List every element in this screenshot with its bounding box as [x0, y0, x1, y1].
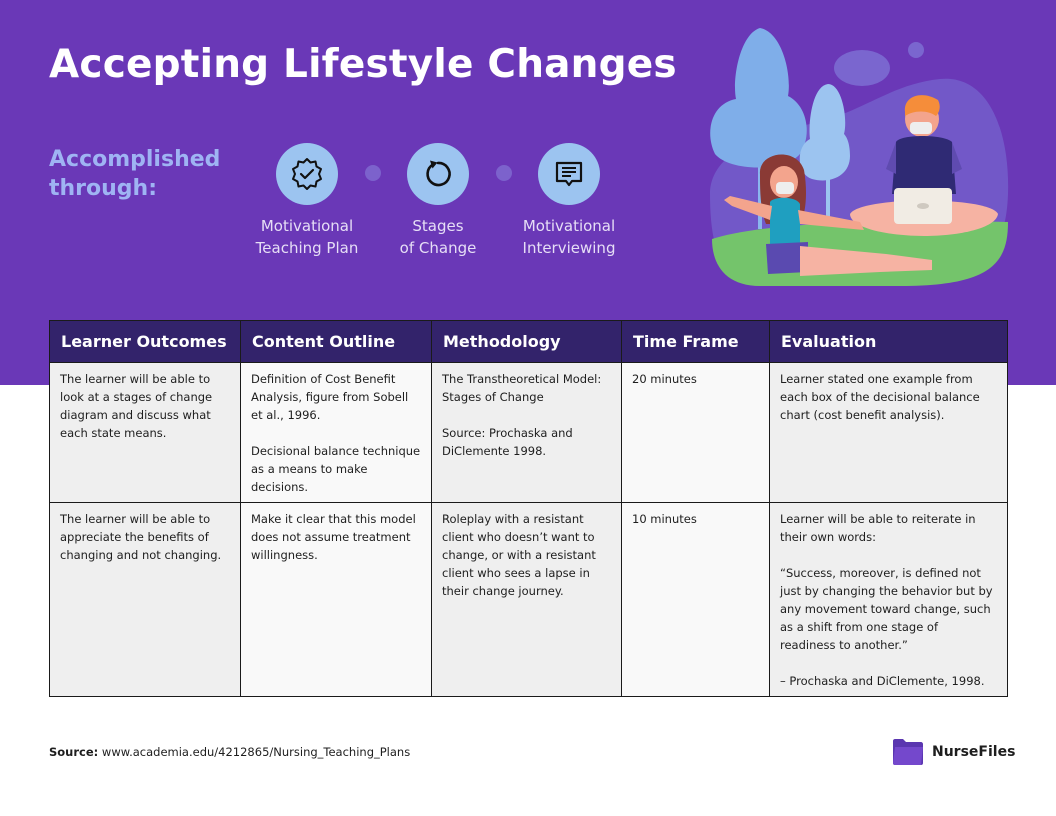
source-label: Source:: [49, 745, 99, 759]
table-row: The learner will be able to look at a st…: [49, 362, 1008, 503]
brand-name: NurseFiles: [932, 744, 1016, 760]
source-citation: Source: www.academia.edu/4212865/Nursing…: [49, 745, 410, 759]
column-header-evaluation: Evaluation: [769, 320, 1008, 363]
column-header-time-frame: Time Frame: [621, 320, 770, 363]
cell-evaluation: Learner stated one example from each box…: [769, 362, 1008, 503]
cell-time-frame: 20 minutes: [621, 362, 770, 503]
cell-learner-outcomes: The learner will be able to look at a st…: [49, 362, 241, 503]
refresh-cycle-icon: [426, 160, 451, 187]
cell-methodology: The Transtheoretical Model: Stages of Ch…: [431, 362, 622, 503]
cell-evaluation: Learner will be able to reiterate in the…: [769, 502, 1008, 697]
cell-text: The learner will be able to look at a st…: [60, 372, 213, 440]
step-motivational-teaching-plan: Motivational Teaching Plan: [237, 143, 377, 259]
badge-check-icon: [292, 158, 322, 190]
connector-dot: [496, 165, 512, 181]
chat-message-icon: [555, 161, 583, 187]
cell-text: 20 minutes: [632, 372, 697, 386]
cell-text: The learner will be able to appreciate t…: [60, 512, 222, 562]
cell-content-outline: Make it clear that this model does not a…: [240, 502, 432, 697]
cell-text: Definition of Cost Benefit Analysis, fig…: [251, 372, 409, 422]
cell-learner-outcomes: The learner will be able to appreciate t…: [49, 502, 241, 697]
cell-methodology: Roleplay with a resistant client who doe…: [431, 502, 622, 697]
step-stages-of-change: Stages of Change: [368, 143, 508, 259]
cell-text: “Success, moreover, is defined not just …: [780, 566, 993, 652]
people-in-park-illustration: [710, 28, 1009, 286]
cell-text: – Prochaska and DiClemente, 1998.: [780, 674, 985, 688]
page-title: Accepting Lifestyle Changes: [49, 42, 677, 87]
cell-text: Roleplay with a resistant client who doe…: [442, 512, 596, 598]
step-label-line2: Interviewing: [522, 239, 616, 257]
cell-text: Learner stated one example from each box…: [780, 372, 980, 422]
source-url: www.academia.edu/4212865/Nursing_Teachin…: [98, 745, 411, 759]
step-circle: [538, 143, 600, 205]
accomplished-label: Accomplished through:: [49, 147, 221, 201]
teaching-plan-table: Learner Outcomes Content Outline Methodo…: [49, 320, 1008, 697]
step-label-line1: Motivational: [260, 217, 354, 235]
cell-text: Decisional balance technique as a means …: [251, 444, 421, 494]
table-header-row: Learner Outcomes Content Outline Methodo…: [49, 320, 1008, 363]
connector-dot: [365, 165, 381, 181]
cell-text: Source: Prochaska and DiClemente 1998.: [442, 426, 573, 458]
cell-text: 10 minutes: [632, 512, 697, 526]
step-circle: [407, 143, 469, 205]
step-label-line2: of Change: [399, 239, 477, 257]
step-circle: [276, 143, 338, 205]
cell-time-frame: 10 minutes: [621, 502, 770, 697]
column-header-methodology: Methodology: [431, 320, 622, 363]
column-header-learner-outcomes: Learner Outcomes: [49, 320, 241, 363]
step-label-line2: Teaching Plan: [255, 239, 359, 257]
step-label: Motivational Interviewing: [499, 215, 639, 259]
brand-logo: NurseFiles: [892, 738, 1015, 766]
folder-icon: [893, 739, 923, 765]
step-motivational-interviewing: Motivational Interviewing: [499, 143, 639, 259]
cell-content-outline: Definition of Cost Benefit Analysis, fig…: [240, 362, 432, 503]
step-label: Motivational Teaching Plan: [237, 215, 377, 259]
step-label-line1: Motivational: [522, 217, 616, 235]
table-row: The learner will be able to appreciate t…: [49, 502, 1008, 697]
cell-text: Learner will be able to reiterate in the…: [780, 512, 976, 544]
step-label: Stages of Change: [368, 215, 508, 259]
cell-text: Make it clear that this model does not a…: [251, 512, 416, 562]
column-header-content-outline: Content Outline: [240, 320, 432, 363]
cell-text: The Transtheoretical Model: Stages of Ch…: [442, 372, 602, 404]
step-label-line1: Stages: [412, 217, 464, 235]
